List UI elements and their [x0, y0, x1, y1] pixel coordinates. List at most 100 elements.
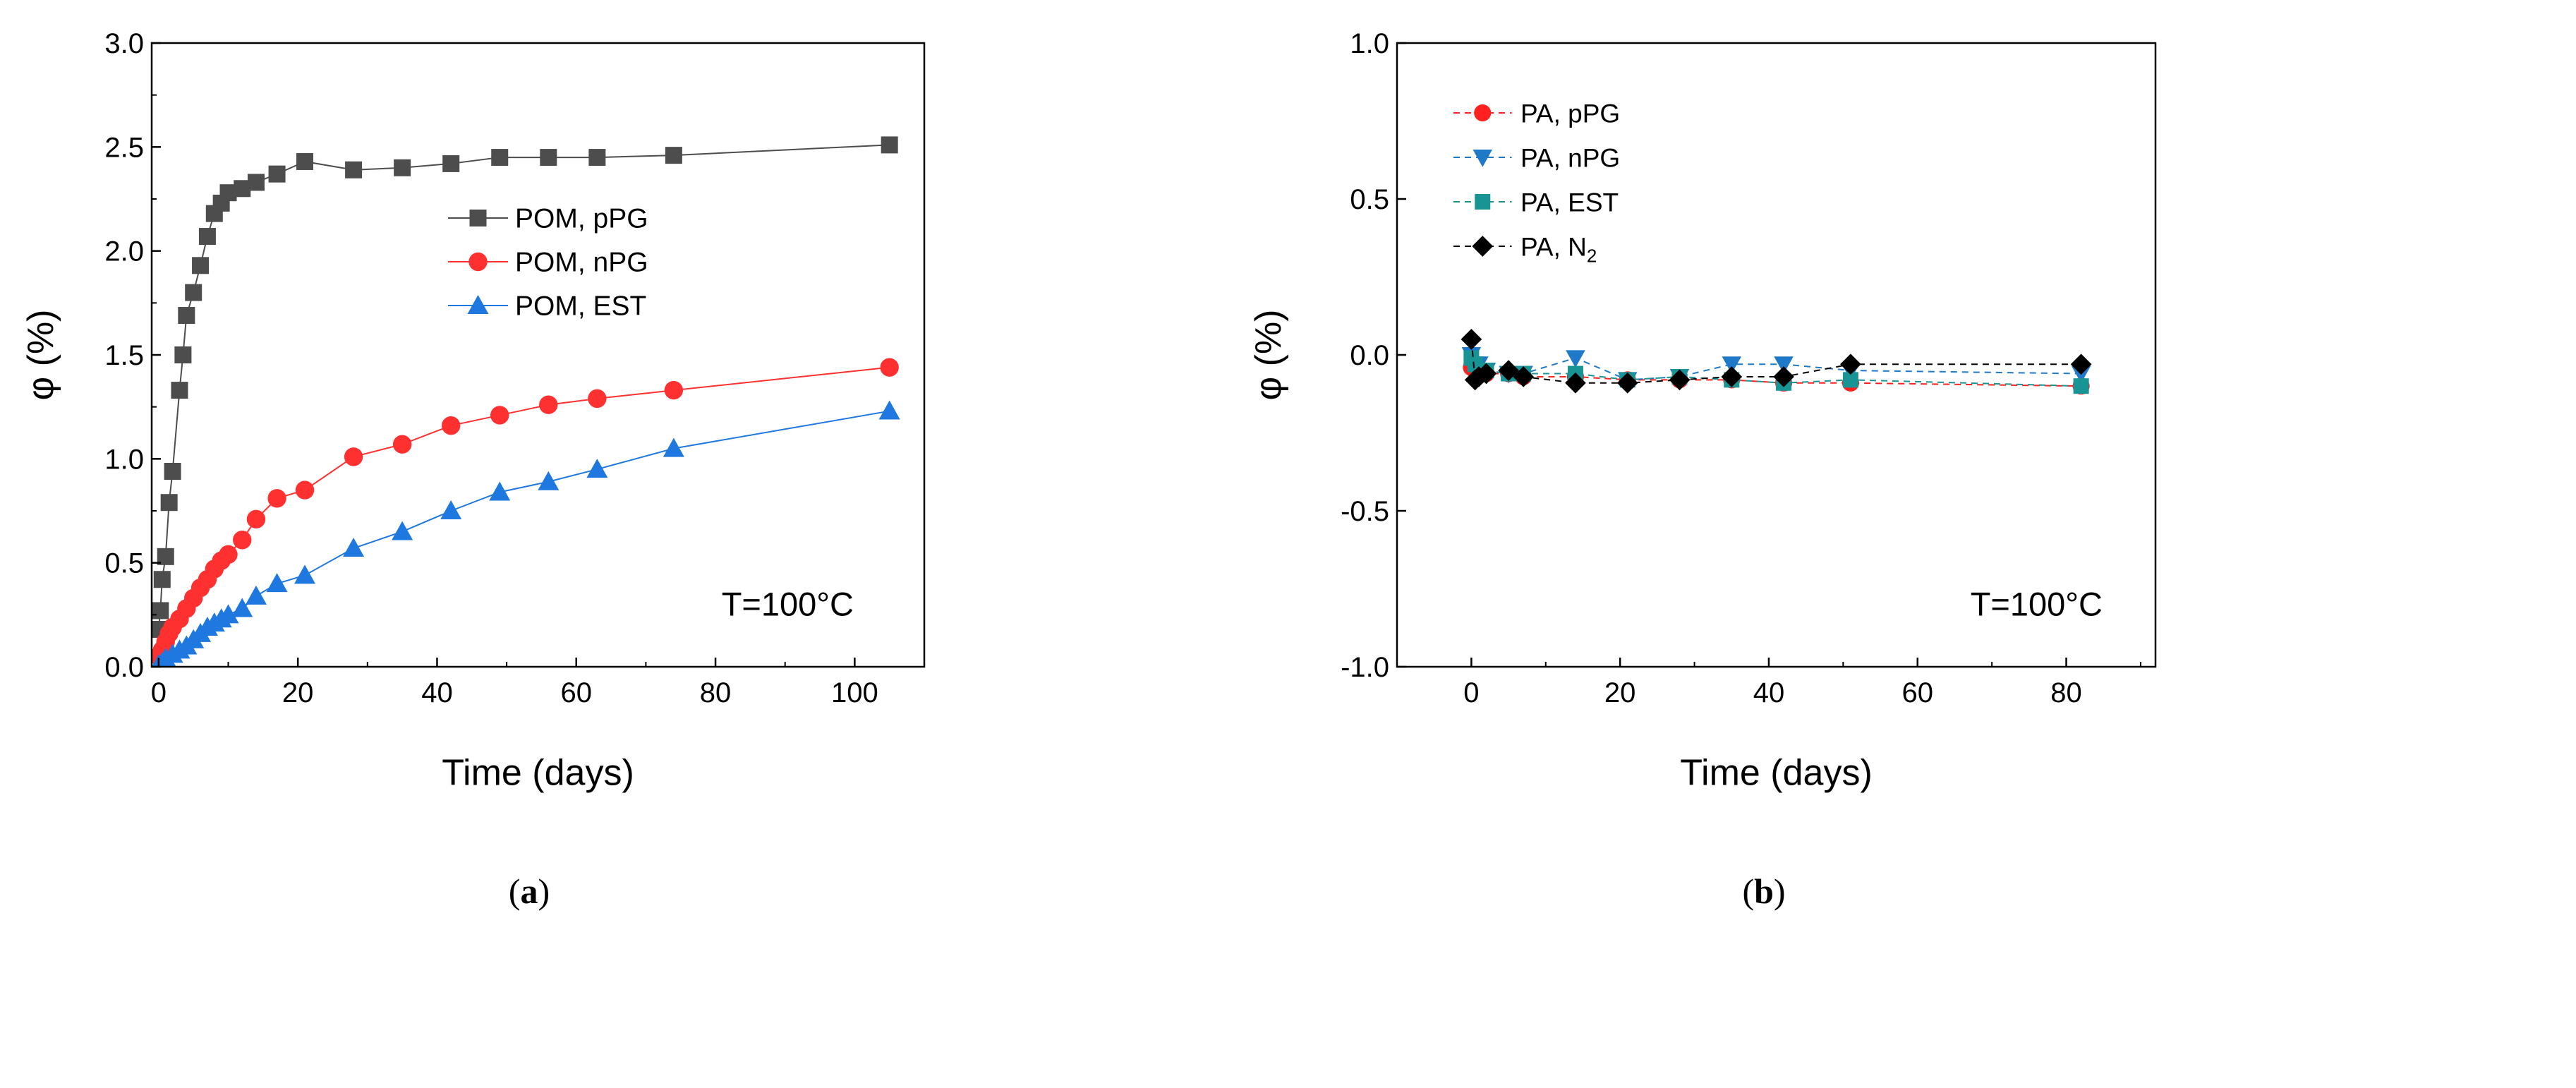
x-tick-label-b: 80 [2050, 677, 2082, 708]
data-point-b-3 [1461, 329, 1482, 350]
data-point-a-2 [294, 564, 316, 584]
data-point-b-3 [1565, 372, 1586, 394]
legend-marker-a-0 [469, 210, 487, 226]
data-point-a-0 [394, 159, 411, 176]
data-point-b-3 [1498, 360, 1519, 381]
y-tick-label-b: 1.0 [1350, 28, 1389, 59]
data-point-a-2 [217, 604, 239, 624]
data-point-a-1 [588, 389, 607, 409]
data-point-b-3 [1773, 366, 1794, 387]
legend-label-a-1: POM, nPG [515, 248, 648, 278]
data-point-a-0 [540, 149, 557, 167]
y-tick-label-a: 2.5 [104, 132, 144, 163]
y-tick-label-a: 0.0 [104, 652, 144, 683]
legend-marker-b-0 [1474, 104, 1492, 122]
data-point-a-2 [440, 500, 462, 519]
x-axis-label-b: Time (days) [1680, 753, 1873, 794]
panel-label-a-close: ) [538, 871, 550, 911]
data-point-a-2 [266, 573, 288, 593]
data-point-a-1 [880, 358, 899, 377]
data-point-a-2 [392, 521, 413, 540]
data-point-b-3 [1721, 366, 1743, 387]
x-tick-label-a: 0 [151, 677, 167, 708]
x-tick-label-a: 60 [561, 677, 593, 708]
panel-label-b: (b) [1742, 871, 1785, 911]
x-tick-label-b: 20 [1604, 677, 1636, 708]
data-point-a-1 [490, 406, 509, 425]
panel-b-chart: 0 20 40 60 80 -1.0 -0.5 0.0 0.5 1.0 Time (days) φ… [1248, 28, 2157, 911]
data-point-a-0 [881, 136, 898, 154]
data-point-a-1 [267, 489, 286, 508]
data-point-a-1 [295, 480, 315, 500]
y-tick-label-a: 2.0 [104, 236, 144, 267]
x-tick-label-b: 0 [1463, 677, 1479, 708]
data-point-a-0 [247, 174, 265, 191]
legend-marker-b-1 [1473, 150, 1492, 167]
series-line-a-2 [158, 410, 890, 665]
data-point-a-2 [489, 481, 511, 501]
y-axis-label-b: φ (%) [1248, 309, 1289, 400]
data-point-a-0 [171, 382, 188, 399]
plot-frame-a [150, 42, 926, 668]
y-tick-label-a: 0.5 [104, 548, 144, 579]
data-point-a-1 [233, 531, 252, 550]
data-point-a-0 [152, 602, 169, 619]
data-point-a-0 [296, 152, 314, 170]
x-tick-label-a: 20 [282, 677, 314, 708]
y-tick-label-b: -1.0 [1341, 652, 1389, 683]
data-point-a-0 [164, 463, 181, 480]
panel-a-chart: 0 20 40 60 80 100 0.0 0.5 1.0 1.5 2.0 2.5 3.0 Time (… [20, 28, 926, 911]
data-point-a-0 [268, 165, 286, 183]
legend-label-b-0: PA, pPG [1520, 99, 1620, 128]
series-b-3 [1461, 329, 2092, 394]
y-axis-label-a: φ (%) [20, 309, 61, 400]
series-a-0 [152, 136, 898, 638]
data-point-a-0 [160, 494, 178, 512]
data-point-a-2 [245, 585, 267, 605]
data-point-a-0 [442, 155, 460, 172]
temperature-annotation-a: T=100°C [722, 586, 854, 623]
y-tick-label-b: 0.5 [1350, 184, 1389, 215]
data-point-b-1 [1566, 350, 1585, 368]
data-point-b-3 [1840, 353, 1861, 375]
data-point-a-0 [178, 307, 195, 325]
panel-label-b-open: ( [1742, 871, 1754, 911]
data-point-b-3 [1616, 372, 1638, 394]
x-tick-label-a: 100 [831, 677, 878, 708]
data-point-b-1 [1774, 356, 1794, 375]
y-tick-label-b: 0.0 [1350, 340, 1389, 371]
panel-label-a-open: ( [509, 871, 521, 911]
data-point-a-2 [586, 459, 608, 478]
y-tick-label-a: 1.0 [104, 444, 144, 475]
legend-marker-a-2 [467, 295, 489, 314]
legend-label-a-2: POM, EST [515, 291, 646, 322]
data-point-a-1 [664, 380, 684, 400]
data-point-a-1 [246, 509, 266, 528]
x-tick-label-b: 60 [1901, 677, 1933, 708]
data-point-a-1 [344, 447, 363, 466]
x-axis-label-a: Time (days) [442, 753, 634, 794]
legend-b: PA, pPG PA, nPG PA, EST PA, N2 [1453, 99, 1620, 267]
x-tick-label-a: 40 [421, 677, 453, 708]
temperature-annotation-b: T=100°C [1971, 586, 2103, 623]
data-point-a-0 [198, 228, 216, 246]
legend-marker-b-3 [1472, 236, 1494, 257]
data-point-a-0 [174, 346, 192, 363]
legend-marker-a-1 [468, 252, 488, 272]
data-point-a-0 [345, 161, 363, 179]
y-tick-label-a: 3.0 [104, 28, 144, 59]
data-point-a-2 [878, 400, 900, 420]
panel-label-b-close: ) [1774, 871, 1786, 911]
plot-frame-b [1396, 42, 2157, 668]
legend-marker-b-2 [1475, 194, 1491, 210]
data-point-a-2 [343, 538, 365, 557]
data-point-a-0 [491, 149, 509, 167]
data-point-b-3 [2070, 353, 2092, 375]
legend-label-b-2: PA, EST [1520, 188, 1619, 217]
data-point-a-2 [231, 598, 253, 617]
data-point-b-3 [1513, 366, 1535, 387]
legend-label-b-3: PA, N2 [1520, 233, 1597, 267]
legend-a: POM, pPG POM, nPG POM, EST [448, 204, 648, 322]
data-point-b-3 [1475, 363, 1497, 385]
legend-label-b-1: PA, nPG [1520, 144, 1620, 173]
